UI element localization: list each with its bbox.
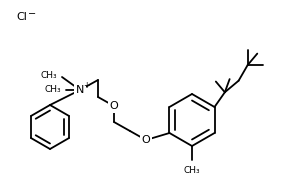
Text: N: N — [76, 85, 84, 95]
Text: CH₃: CH₃ — [40, 71, 57, 80]
Text: +: + — [83, 80, 89, 89]
Text: CH₃: CH₃ — [44, 85, 61, 94]
Text: O: O — [110, 101, 118, 111]
Text: Cl: Cl — [16, 12, 27, 22]
Text: O: O — [142, 135, 150, 145]
Text: CH₃: CH₃ — [184, 166, 200, 175]
Text: −: − — [28, 8, 36, 18]
